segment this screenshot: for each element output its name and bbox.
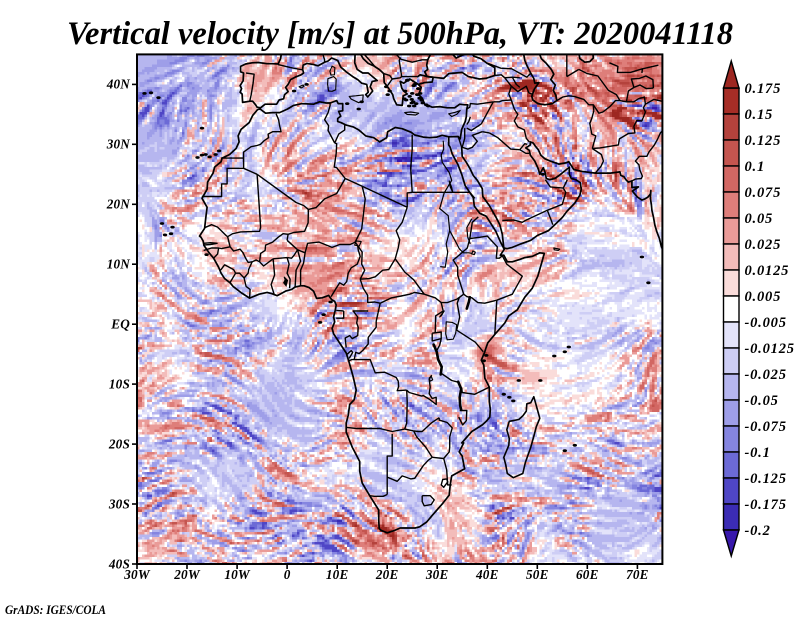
svg-text:-0.005: -0.005 [745,315,787,331]
svg-text:-0.0125: -0.0125 [745,341,795,357]
svg-text:0.05: 0.05 [745,211,774,227]
svg-text:0.005: 0.005 [745,289,782,305]
svg-text:10E: 10E [326,567,349,582]
svg-text:-0.05: -0.05 [745,393,779,409]
svg-text:-0.175: -0.175 [745,497,787,513]
svg-text:40E: 40E [475,567,499,582]
svg-text:0: 0 [284,567,291,582]
svg-text:10N: 10N [107,257,131,272]
svg-text:0.15: 0.15 [745,107,774,123]
svg-text:-0.125: -0.125 [745,471,787,487]
svg-text:EQ: EQ [110,317,130,332]
svg-text:20S: 20S [108,436,130,451]
svg-text:-0.2: -0.2 [745,523,771,539]
svg-text:-0.1: -0.1 [745,445,771,461]
svg-text:10S: 10S [109,376,130,391]
svg-text:30W: 30W [123,567,151,582]
svg-text:30E: 30E [425,567,449,582]
svg-text:10W: 10W [224,567,251,582]
svg-text:70E: 70E [626,567,649,582]
svg-text:30N: 30N [106,137,131,152]
svg-text:20E: 20E [375,567,399,582]
svg-text:0.0125: 0.0125 [745,263,790,279]
svg-text:Vertical velocity [m/s] at 500: Vertical velocity [m/s] at 500hPa, VT: 2… [67,16,733,52]
svg-text:40S: 40S [108,556,130,571]
svg-text:50E: 50E [526,567,549,582]
svg-text:0.1: 0.1 [745,159,766,175]
svg-text:20N: 20N [106,197,131,212]
svg-text:0.025: 0.025 [745,237,782,253]
svg-text:-0.025: -0.025 [745,367,787,383]
svg-text:60E: 60E [576,567,599,582]
svg-text:40N: 40N [106,77,131,92]
svg-text:30S: 30S [108,496,130,511]
svg-text:0.175: 0.175 [745,81,782,97]
svg-text:20W: 20W [173,567,201,582]
svg-text:-0.075: -0.075 [745,419,787,435]
svg-text:GrADS: IGES/COLA: GrADS: IGES/COLA [5,603,106,617]
svg-text:0.125: 0.125 [745,133,782,149]
svg-text:0.075: 0.075 [745,185,782,201]
